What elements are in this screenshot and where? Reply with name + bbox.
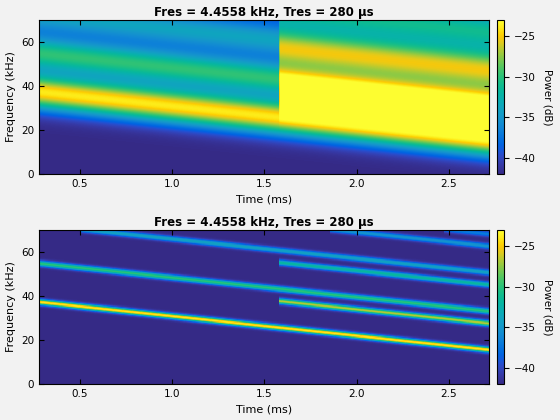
X-axis label: Time (ms): Time (ms): [236, 194, 292, 205]
Y-axis label: Frequency (kHz): Frequency (kHz): [6, 261, 16, 352]
Y-axis label: Power (dB): Power (dB): [543, 68, 553, 125]
Title: Fres = 4.4558 kHz, Tres = 280 μs: Fres = 4.4558 kHz, Tres = 280 μs: [155, 5, 374, 18]
X-axis label: Time (ms): Time (ms): [236, 404, 292, 415]
Y-axis label: Frequency (kHz): Frequency (kHz): [6, 51, 16, 142]
Y-axis label: Power (dB): Power (dB): [543, 278, 553, 335]
Title: Fres = 4.4558 kHz, Tres = 280 μs: Fres = 4.4558 kHz, Tres = 280 μs: [155, 215, 374, 228]
